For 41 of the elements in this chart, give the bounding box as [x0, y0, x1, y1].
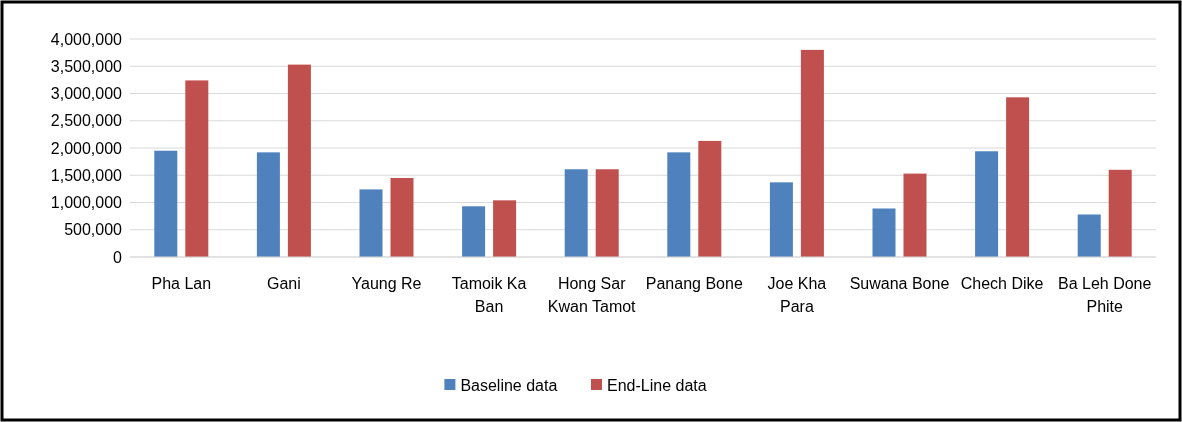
x-tick-label: Pha Lan — [151, 275, 212, 292]
bar — [1108, 169, 1132, 257]
bar — [595, 169, 619, 257]
bar — [564, 169, 588, 257]
x-tick-label: Ba Leh Done Phite — [1058, 275, 1152, 315]
bar — [287, 64, 311, 257]
bar — [359, 189, 383, 257]
y-tick-label: 2,500,000 — [50, 112, 123, 130]
y-tick-label: 4,000,000 — [50, 30, 123, 48]
x-tick-label: Joe Kha Para — [767, 275, 827, 315]
x-tick-label: Hong Sar Kwan Tamot — [547, 275, 637, 315]
bar — [698, 140, 722, 257]
bar — [493, 200, 517, 257]
y-tick-label: 500,000 — [64, 221, 123, 239]
legend-label: End-Line data — [607, 376, 707, 394]
x-tick-label: Suwana Bone — [849, 275, 950, 292]
bar — [1077, 214, 1101, 257]
bar — [903, 173, 927, 257]
x-tick-label: Chech Dike — [960, 275, 1044, 292]
bar — [185, 80, 209, 257]
bar — [390, 177, 414, 257]
bar — [800, 49, 824, 257]
x-tick-label: Tamoik Ka Ban — [451, 275, 527, 315]
x-tick-label: Yaung Re — [351, 275, 422, 292]
bar — [1006, 97, 1030, 257]
bar — [154, 150, 178, 257]
bar — [872, 208, 896, 257]
y-tick-label: 3,500,000 — [50, 57, 123, 75]
bar — [975, 151, 999, 257]
legend-label: Baseline data — [460, 376, 558, 394]
y-tick-label: 1,500,000 — [50, 166, 123, 184]
y-tick-label: 2,000,000 — [50, 139, 123, 157]
y-tick-label: 0 — [113, 248, 123, 266]
x-tick-label: Panang Bone — [645, 275, 743, 292]
bar — [667, 152, 691, 257]
y-tick-label: 3,000,000 — [50, 85, 123, 103]
bar — [256, 152, 280, 257]
bar — [769, 182, 793, 257]
bar — [462, 206, 486, 257]
x-tick-label: Gani — [267, 275, 301, 292]
y-tick-label: 1,000,000 — [50, 194, 123, 212]
